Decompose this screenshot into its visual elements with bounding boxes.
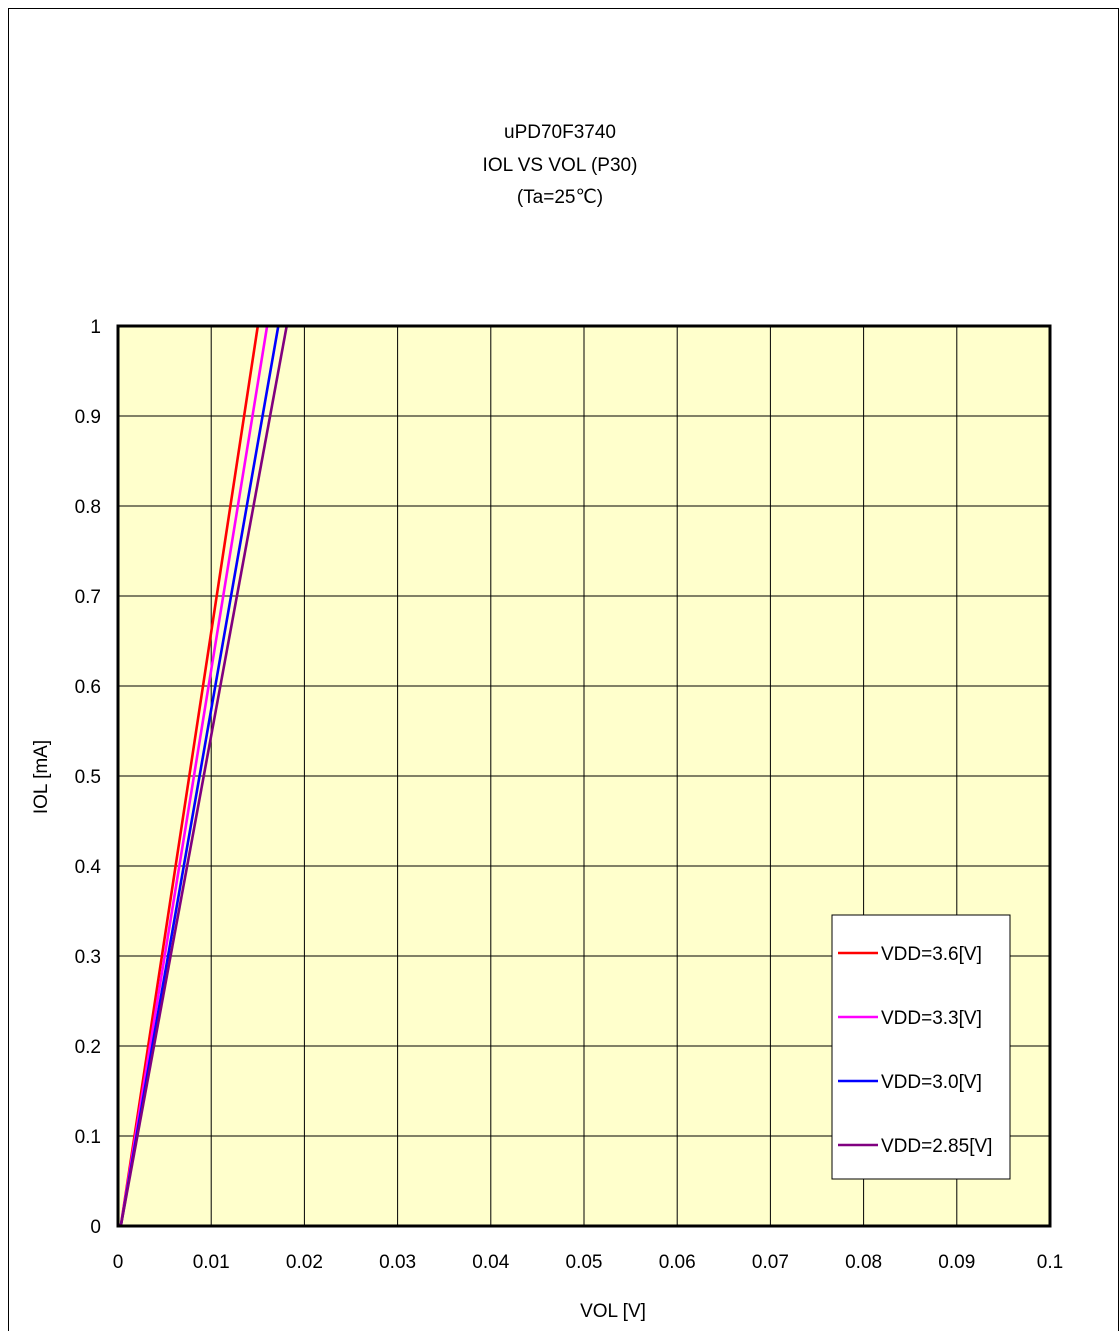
x-tick-label: 0.08	[845, 1252, 882, 1273]
legend-box	[831, 914, 1011, 1180]
y-tick-label: 0.5	[75, 767, 101, 788]
chart-frame	[8, 8, 1119, 1331]
y-tick-label: 0.7	[75, 587, 101, 608]
x-tick-label: 0.06	[659, 1252, 696, 1273]
x-tick-label: 0.09	[938, 1252, 975, 1273]
y-tick-label: 0.4	[75, 857, 102, 878]
chart-title-line-3: (Ta=25℃)	[516, 187, 604, 208]
plot-border	[116, 324, 1052, 1228]
x-tick-label: 0.1	[1037, 1252, 1063, 1273]
series-line-1	[119, 325, 260, 1227]
x-tick-label: 0.04	[472, 1252, 509, 1273]
series-line-2	[119, 325, 269, 1227]
y-tick-label: 0.8	[75, 497, 101, 518]
x-tick-label: 0.07	[752, 1252, 789, 1273]
x-tick-label: 0.02	[286, 1252, 323, 1273]
y-tick-label: 0	[90, 1217, 101, 1238]
x-tick-label: 0	[113, 1252, 124, 1273]
x-tick-label: 0.01	[193, 1252, 230, 1273]
series-line-4	[119, 325, 288, 1227]
x-tick-label: 0.05	[566, 1252, 603, 1273]
y-axis-label: IOL [mA]	[31, 740, 52, 814]
series-line-3	[119, 325, 280, 1227]
legend-label-2: VDD=3.3[V]	[881, 1008, 982, 1029]
legend-label-4: VDD=2.85[V]	[881, 1136, 992, 1157]
legend-label-3: VDD=3.0[V]	[881, 1072, 982, 1093]
y-tick-label: 0.3	[75, 947, 101, 968]
legend-label-1: VDD=3.6[V]	[881, 944, 982, 965]
chart-title-line-1: uPD70F3740	[504, 122, 616, 143]
y-tick-label: 0.9	[75, 407, 101, 428]
y-tick-label: 1	[90, 317, 101, 338]
y-tick-label: 0.1	[75, 1127, 101, 1148]
y-tick-label: 0.6	[75, 677, 101, 698]
x-axis-label: VOL [V]	[580, 1301, 646, 1322]
chart-title-line-2: IOL VS VOL (P30)	[482, 155, 638, 176]
x-tick-label: 0.03	[379, 1252, 416, 1273]
y-tick-label: 0.2	[75, 1037, 101, 1058]
